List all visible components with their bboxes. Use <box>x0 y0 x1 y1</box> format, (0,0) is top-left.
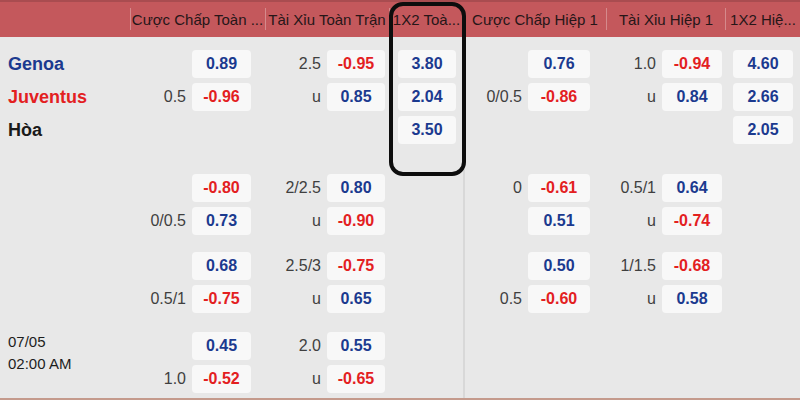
draw-label: Hòa <box>8 116 42 144</box>
line-label-ou-h1: 1/1.5 <box>582 252 656 280</box>
line-label-ou-h1: u <box>582 207 656 235</box>
line-label-handicap-ft: 0.5/1 <box>112 285 186 313</box>
odds-handicap-h1-r2[interactable]: -0.86 <box>528 83 590 111</box>
header-handicap-h1: Cược Chấp Hiệp 1 <box>464 2 606 37</box>
line-label-ou-h1: u <box>582 285 656 313</box>
line-label-handicap-ft: 0/0.5 <box>112 207 186 235</box>
betting-odds-table: Cược Chấp Toàn ...Tài Xỉu Toàn Trận1X2 T… <box>0 0 800 400</box>
header-separator <box>389 8 390 30</box>
odds-handicap-h1-r7[interactable]: -0.60 <box>528 285 590 313</box>
odds-handicap-h1-r6[interactable]: 0.50 <box>528 252 590 280</box>
odds-ou-h1-r1[interactable]: -0.94 <box>662 50 722 78</box>
line-label-handicap-h1: 0.5 <box>448 285 522 313</box>
odds-ou-ft-r2[interactable]: 0.85 <box>327 83 385 111</box>
odds-handicap-ft-r4[interactable]: -0.80 <box>192 174 251 202</box>
header-separator <box>130 8 131 30</box>
match-date: 07/05 <box>8 331 46 353</box>
header-1x2-h1: 1X2 Hiệ... <box>726 2 800 37</box>
line-label-ou-ft: 2/2.5 <box>247 174 321 202</box>
odds-handicap-h1-r4[interactable]: -0.61 <box>528 174 590 202</box>
line-label-ou-h1: 1.0 <box>582 50 656 78</box>
line-label-ou-ft: u <box>247 207 321 235</box>
odds-1x2-h1-r3[interactable]: 2.05 <box>733 116 793 144</box>
odds-ou-ft-r6[interactable]: -0.75 <box>327 252 385 280</box>
header-1x2-ft: 1X2 Toà... <box>390 2 463 37</box>
line-label-ou-h1: u <box>582 83 656 111</box>
odds-ou-ft-r1[interactable]: -0.95 <box>327 50 385 78</box>
odds-ou-h1-r7[interactable]: 0.58 <box>662 285 722 313</box>
team-home: Genoa <box>8 50 64 78</box>
odds-handicap-ft-r1[interactable]: 0.89 <box>192 50 251 78</box>
line-label-ou-ft: u <box>247 285 321 313</box>
odds-ou-ft-r9[interactable]: -0.65 <box>327 365 385 393</box>
header-separator <box>606 8 607 30</box>
header-ou-ft: Tài Xỉu Toàn Trận <box>266 2 388 37</box>
odds-handicap-ft-r5[interactable]: 0.73 <box>192 207 251 235</box>
line-label-ou-ft: 2.5/3 <box>247 252 321 280</box>
line-label-ou-ft: u <box>247 365 321 393</box>
odds-ou-ft-r8[interactable]: 0.55 <box>327 332 385 360</box>
odds-ou-ft-r4[interactable]: 0.80 <box>327 174 385 202</box>
odds-ou-h1-r6[interactable]: -0.68 <box>662 252 722 280</box>
odds-ou-h1-r2[interactable]: 0.84 <box>662 83 722 111</box>
odds-handicap-ft-r9[interactable]: -0.52 <box>192 365 251 393</box>
odds-1x2-ft-r1[interactable]: 3.80 <box>398 50 456 78</box>
line-label-ou-ft: u <box>247 83 321 111</box>
line-label-handicap-h1: 0/0.5 <box>448 83 522 111</box>
odds-ou-ft-r7[interactable]: 0.65 <box>327 285 385 313</box>
odds-1x2-ft-r3[interactable]: 3.50 <box>398 116 456 144</box>
line-label-ou-ft: 2.5 <box>247 50 321 78</box>
odds-1x2-h1-r1[interactable]: 4.60 <box>733 50 793 78</box>
header-separator <box>725 8 726 30</box>
odds-ou-h1-r5[interactable]: -0.74 <box>662 207 722 235</box>
line-label-handicap-h1: 0 <box>448 174 522 202</box>
odds-handicap-ft-r7[interactable]: -0.75 <box>192 285 251 313</box>
odds-handicap-h1-r5[interactable]: 0.51 <box>528 207 590 235</box>
header-separator <box>463 8 464 30</box>
header-ou-h1: Tài Xỉu Hiệp 1 <box>607 2 725 37</box>
odds-handicap-h1-r1[interactable]: 0.76 <box>528 50 590 78</box>
header-separator <box>265 8 266 30</box>
match-time: 02:00 AM <box>8 353 71 375</box>
odds-handicap-ft-r6[interactable]: 0.68 <box>192 252 251 280</box>
odds-ou-ft-r5[interactable]: -0.90 <box>327 207 385 235</box>
odds-1x2-h1-r2[interactable]: 2.66 <box>733 83 793 111</box>
team-away: Juventus <box>8 83 87 111</box>
odds-handicap-ft-r2[interactable]: -0.96 <box>192 83 251 111</box>
odds-handicap-ft-r8[interactable]: 0.45 <box>192 332 251 360</box>
odds-ou-h1-r4[interactable]: 0.64 <box>662 174 722 202</box>
line-label-ou-h1: 0.5/1 <box>582 174 656 202</box>
line-label-handicap-ft: 1.0 <box>112 365 186 393</box>
header-handicap-ft: Cược Chấp Toàn ... <box>131 2 264 37</box>
line-label-ou-ft: 2.0 <box>247 332 321 360</box>
line-label-handicap-ft: 0.5 <box>112 83 186 111</box>
